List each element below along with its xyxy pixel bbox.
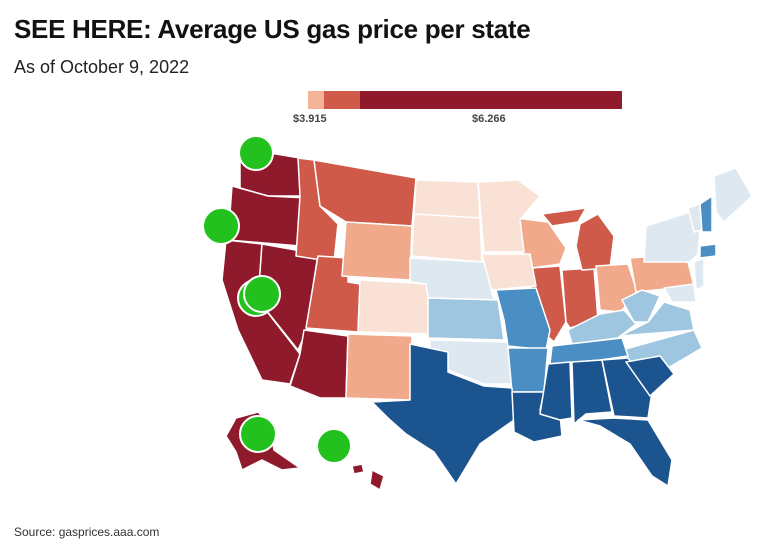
us-map xyxy=(202,135,753,491)
state-minnesota[interactable] xyxy=(477,179,541,253)
state-arkansas[interactable] xyxy=(507,347,549,393)
state-west-virginia[interactable] xyxy=(621,289,661,323)
legend-min-label: $3.915 xyxy=(293,113,327,125)
state-maryland[interactable] xyxy=(663,283,697,303)
state-south-dakota[interactable] xyxy=(411,213,483,263)
legend-color-bar xyxy=(308,91,622,109)
state-mississippi[interactable] xyxy=(539,361,573,421)
state-virginia[interactable] xyxy=(619,301,695,337)
state-connecticut[interactable] xyxy=(699,243,717,259)
chart-subtitle: As of October 9, 2022 xyxy=(14,57,190,77)
chart-title: SEE HERE: Average US gas price per state xyxy=(14,14,531,44)
marker-washington[interactable] xyxy=(238,135,274,171)
state-florida[interactable] xyxy=(577,417,673,487)
state-texas[interactable] xyxy=(371,343,515,485)
state-south-carolina[interactable] xyxy=(625,355,675,397)
legend-swatch-high xyxy=(360,91,622,109)
legend-swatch-low xyxy=(308,91,324,109)
state-kansas[interactable] xyxy=(427,297,505,341)
legend-max-label: $6.266 xyxy=(472,113,506,125)
source-note: Source: gasprices.aaa.com xyxy=(14,525,160,539)
state-new-mexico[interactable] xyxy=(345,333,413,401)
marker-alaska[interactable] xyxy=(239,415,277,453)
marker-hawaii[interactable] xyxy=(316,428,352,464)
marker-oregon[interactable] xyxy=(202,207,240,245)
legend-swatch-mid xyxy=(324,91,360,109)
state-maine[interactable] xyxy=(713,167,753,223)
state-colorado[interactable] xyxy=(357,279,431,335)
state-wyoming[interactable] xyxy=(341,221,413,281)
state-alabama[interactable] xyxy=(571,359,613,425)
color-legend: $3.915 $6.266 xyxy=(293,91,630,131)
state-new-hampshire[interactable] xyxy=(699,195,713,233)
state-new-jersey[interactable] xyxy=(693,257,705,291)
state-north-dakota[interactable] xyxy=(413,179,481,219)
state-hawaii[interactable] xyxy=(351,463,385,491)
state-georgia[interactable] xyxy=(601,357,653,419)
state-tennessee[interactable] xyxy=(549,337,629,365)
marker-nevada[interactable] xyxy=(243,275,281,313)
